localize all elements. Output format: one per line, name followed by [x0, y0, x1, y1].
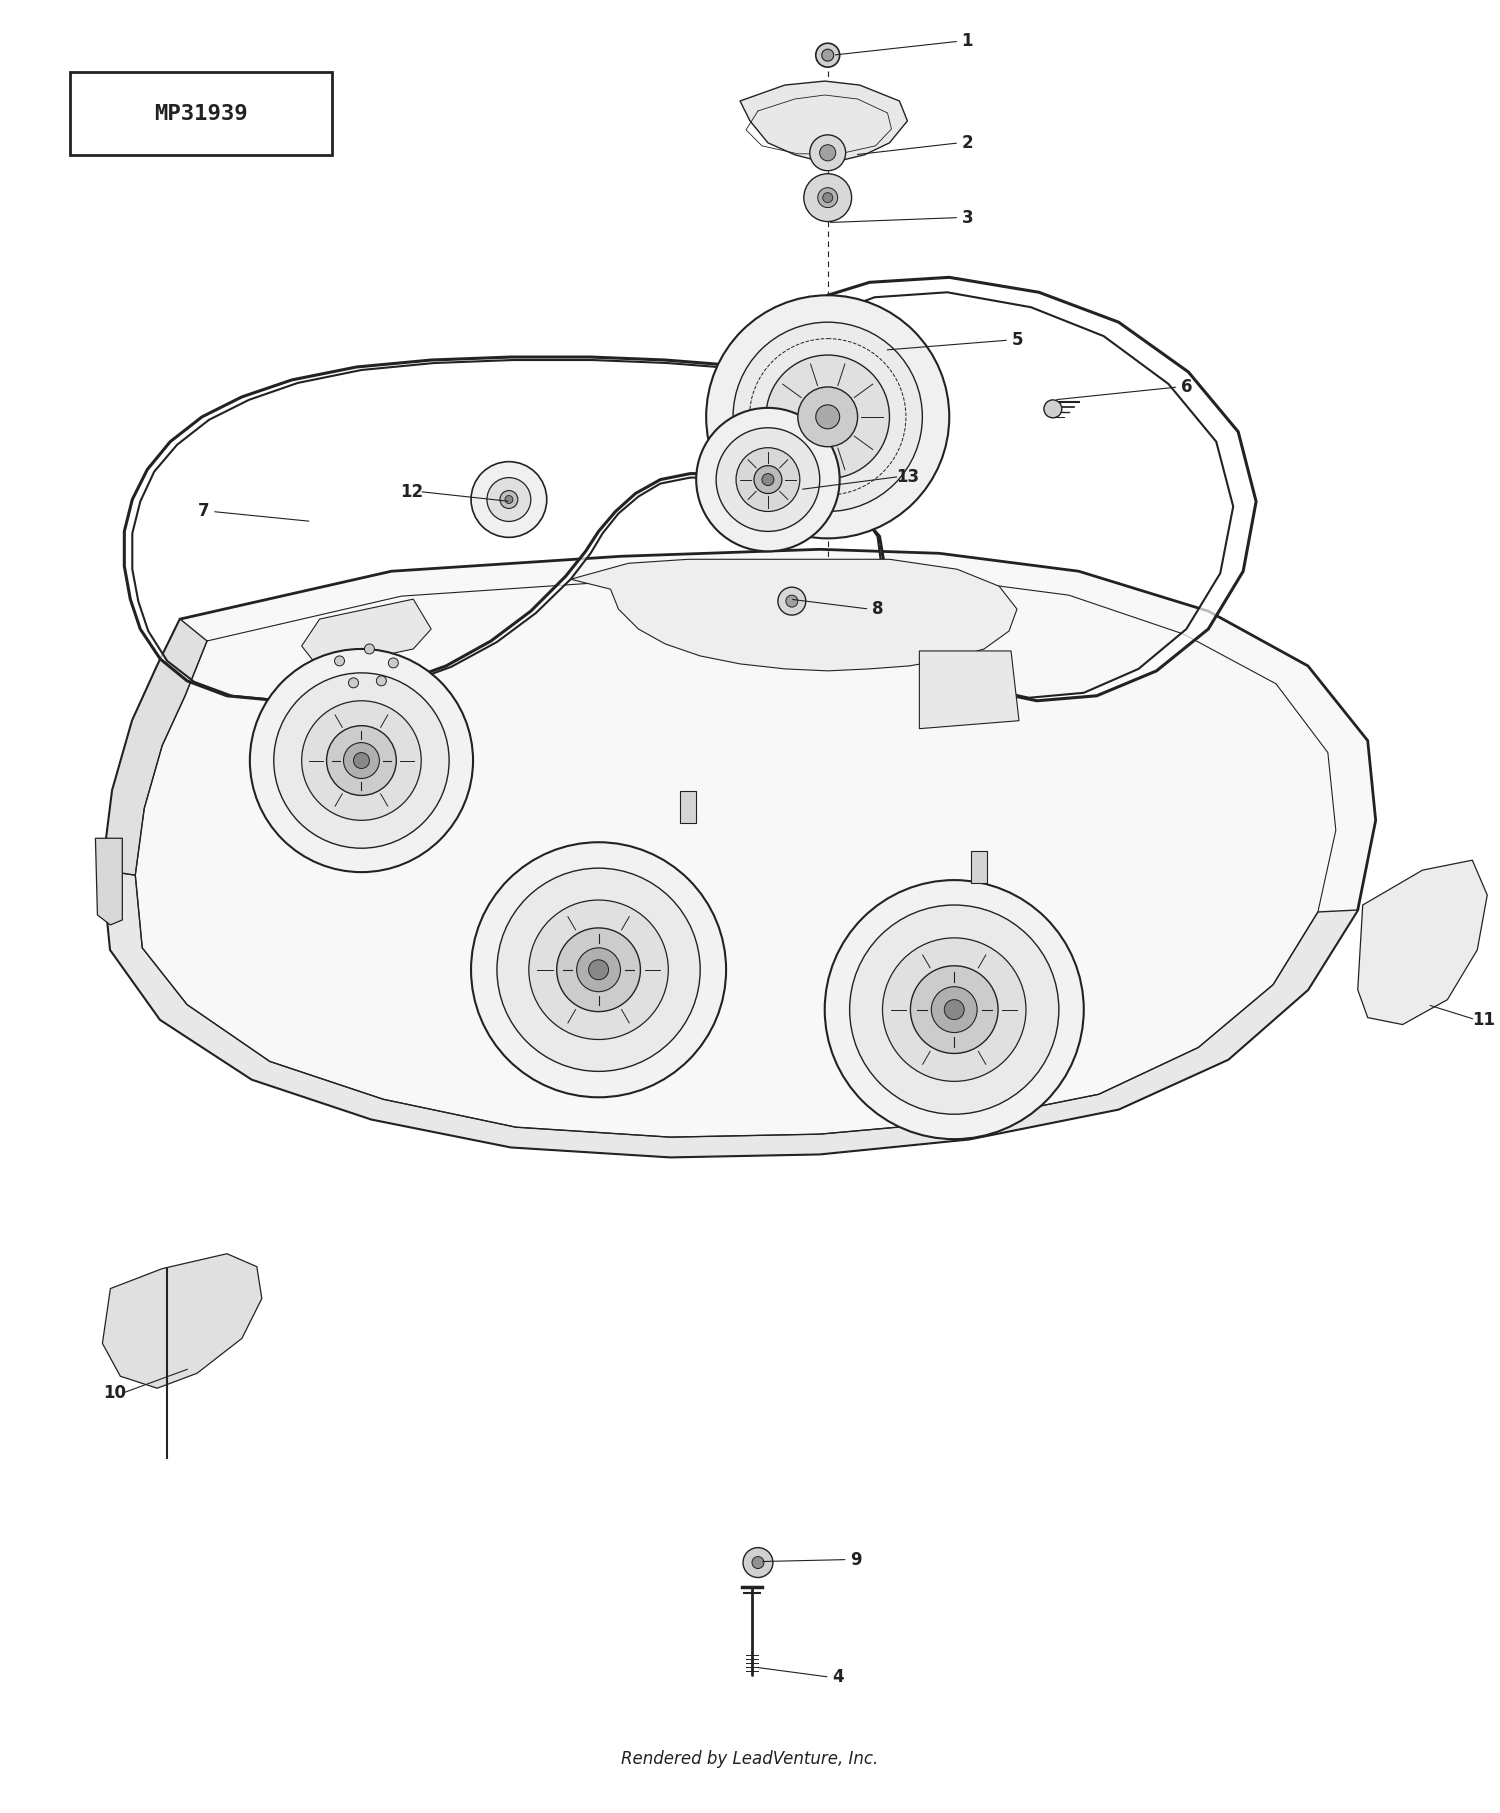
Circle shape — [798, 386, 858, 446]
Circle shape — [932, 986, 976, 1033]
Text: 10: 10 — [104, 1383, 126, 1401]
Circle shape — [327, 725, 396, 796]
Circle shape — [471, 843, 726, 1097]
Circle shape — [506, 495, 513, 504]
Polygon shape — [96, 838, 123, 925]
Circle shape — [742, 1548, 772, 1577]
Text: 9: 9 — [850, 1550, 861, 1568]
Circle shape — [251, 649, 472, 872]
Circle shape — [816, 404, 840, 430]
Circle shape — [500, 491, 517, 508]
Circle shape — [778, 587, 806, 615]
Circle shape — [344, 743, 380, 778]
Circle shape — [348, 678, 358, 687]
Circle shape — [816, 44, 840, 67]
Text: 2: 2 — [962, 134, 974, 152]
Polygon shape — [102, 870, 1358, 1157]
Circle shape — [716, 428, 819, 531]
Circle shape — [588, 959, 609, 979]
Text: 4: 4 — [833, 1668, 843, 1686]
Circle shape — [766, 355, 890, 479]
Circle shape — [910, 966, 998, 1053]
Circle shape — [354, 752, 369, 769]
Circle shape — [302, 702, 422, 819]
Circle shape — [882, 937, 1026, 1081]
Circle shape — [496, 868, 700, 1071]
Polygon shape — [1358, 859, 1488, 1024]
Text: 7: 7 — [198, 502, 210, 520]
Circle shape — [822, 192, 833, 203]
Text: MP31939: MP31939 — [154, 103, 248, 123]
Circle shape — [786, 595, 798, 607]
Text: 1: 1 — [962, 33, 974, 51]
Circle shape — [734, 323, 922, 511]
Circle shape — [274, 673, 448, 848]
Circle shape — [754, 466, 782, 493]
Circle shape — [706, 296, 950, 538]
Circle shape — [822, 49, 834, 62]
Text: 11: 11 — [1472, 1010, 1496, 1028]
Polygon shape — [102, 549, 1376, 1157]
Circle shape — [471, 462, 548, 537]
Circle shape — [488, 477, 531, 522]
Circle shape — [810, 134, 846, 170]
Polygon shape — [570, 558, 1017, 671]
Text: 5: 5 — [1011, 332, 1023, 350]
Circle shape — [849, 905, 1059, 1115]
Circle shape — [736, 448, 800, 511]
Circle shape — [762, 473, 774, 486]
Text: 12: 12 — [399, 482, 423, 500]
Circle shape — [819, 145, 836, 161]
Polygon shape — [302, 598, 430, 669]
Circle shape — [334, 656, 345, 665]
Circle shape — [576, 948, 621, 992]
Circle shape — [945, 999, 964, 1019]
Text: 8: 8 — [871, 600, 883, 618]
Polygon shape — [124, 277, 1256, 702]
Polygon shape — [920, 651, 1019, 729]
Circle shape — [556, 928, 640, 1012]
Circle shape — [825, 879, 1084, 1139]
Polygon shape — [740, 82, 908, 161]
Text: Rendered by LeadVenture, Inc.: Rendered by LeadVenture, Inc. — [621, 1750, 879, 1768]
Circle shape — [818, 189, 837, 208]
Circle shape — [530, 899, 669, 1039]
Polygon shape — [970, 852, 987, 883]
Text: 13: 13 — [896, 468, 920, 486]
Circle shape — [804, 174, 852, 221]
Polygon shape — [70, 73, 332, 156]
Circle shape — [364, 644, 375, 654]
Polygon shape — [102, 1255, 262, 1389]
Circle shape — [376, 676, 387, 685]
Text: 3: 3 — [962, 208, 974, 227]
Text: 6: 6 — [1180, 377, 1192, 395]
Circle shape — [388, 658, 399, 667]
Polygon shape — [681, 792, 696, 823]
Text: LEADVENTURE: LEADVENTURE — [454, 818, 1046, 887]
Polygon shape — [102, 618, 207, 876]
Circle shape — [1044, 401, 1062, 417]
Circle shape — [752, 1557, 764, 1568]
Circle shape — [696, 408, 840, 551]
